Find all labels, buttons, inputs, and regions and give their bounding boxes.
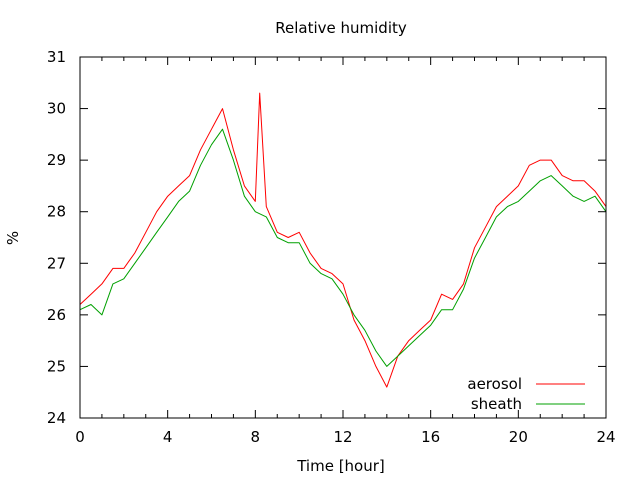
x-tick-label: 8 — [251, 428, 261, 446]
y-tick-label: 26 — [47, 306, 66, 324]
y-tick-label: 24 — [47, 409, 66, 427]
ticks-layer: 0 4 8 12 16 20 24 24 25 26 27 28 29 30 31 — [47, 48, 616, 446]
x-tick-label: 20 — [509, 428, 528, 446]
y-tick-label: 25 — [47, 357, 66, 375]
x-tick-label: 16 — [421, 428, 440, 446]
series-layer — [79, 92, 607, 388]
plot-frame — [79, 56, 607, 419]
chart-title: Relative humidity — [275, 19, 407, 37]
legend: aerosol sheath — [467, 375, 585, 413]
x-tick-label: 0 — [75, 428, 85, 446]
legend-label-aerosol: aerosol — [467, 375, 522, 393]
y-tick-label: 30 — [47, 100, 66, 118]
series-line-aerosol — [79, 92, 607, 388]
y-tick-label: 27 — [47, 254, 66, 272]
y-tick-label: 29 — [47, 151, 66, 169]
series-line-sheath — [79, 128, 607, 367]
legend-label-sheath: sheath — [471, 395, 522, 413]
x-tick-label: 12 — [333, 428, 352, 446]
x-axis-label: Time [hour] — [296, 457, 385, 475]
x-tick-label: 24 — [596, 428, 615, 446]
y-axis-label: % — [4, 231, 22, 245]
x-tick-label: 4 — [163, 428, 173, 446]
y-tick-label: 31 — [47, 48, 66, 66]
y-tick-label: 28 — [47, 203, 66, 221]
